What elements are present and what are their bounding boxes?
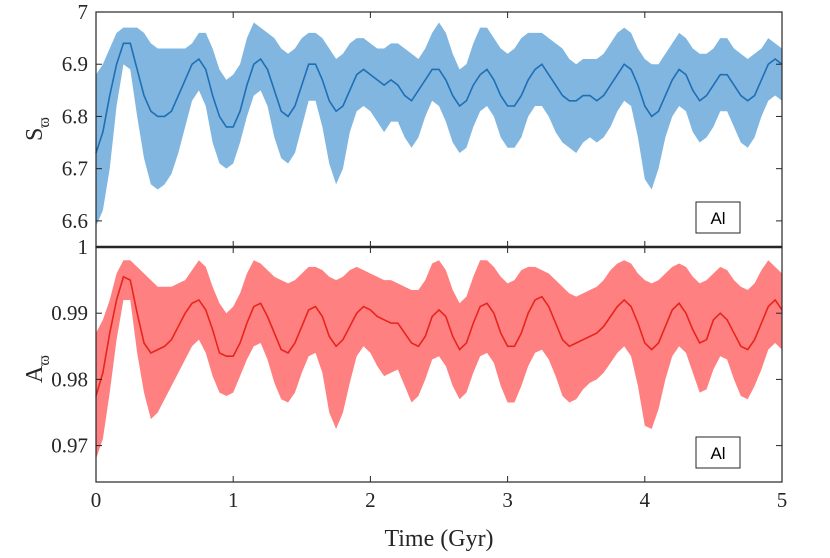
top-y-ticks: 6.6 6.7 6.8 6.9 7 [62,0,782,233]
top-y-axis-label: Sϖ [22,117,53,141]
top-mean-line [95,42,783,154]
bottom-y-ticks: 0.97 0.98 0.99 1 [51,235,782,458]
top-y-tick-label: 6.8 [62,104,88,128]
top-ylabel-main: S [22,128,48,141]
bottom-panel: 0.97 0.98 0.99 1 0 1 2 3 4 5 Al Aϖ Time (Gyr) [22,235,787,552]
top-legend-box [695,201,741,234]
bottom-y-tick-label: 0.98 [51,367,88,391]
top-ylabel-subscript: ϖ [36,117,53,128]
top-y-tick-label: 7 [78,0,89,24]
x-tick-label: 3 [502,488,513,512]
x-tick-label: 5 [777,488,788,512]
top-y-tick-label: 6.9 [62,52,88,76]
bottom-ylabel-main: A [22,365,48,383]
x-tick-label: 1 [228,488,239,512]
bottom-y-tick-label: 0.97 [51,434,88,458]
bottom-y-tick-label: 0.99 [51,301,88,325]
top-y-tick-label: 6.7 [62,157,88,181]
bottom-legend-label: Al [710,444,725,463]
bottom-uncertainty-band [96,260,782,459]
bottom-ylabel-subscript: ϖ [36,355,53,366]
top-legend: Al [695,201,741,234]
bottom-y-axis-label: Aϖ [22,355,53,383]
x-tick-label: 2 [365,488,376,512]
x-tick-label: 4 [640,488,651,512]
bottom-legend-box [695,436,741,469]
bottom-mean-line [95,275,783,397]
top-panel: 6.6 6.7 6.8 6.9 7 Al Sϖ [22,0,783,248]
x-tick-label: 0 [91,488,102,512]
top-legend-label: Al [710,209,725,228]
top-uncertainty-band [96,22,782,227]
top-y-tick-label: 6.6 [62,209,88,233]
svg-text:Aϖ: Aϖ [22,355,53,383]
bottom-y-tick-label: 1 [78,235,89,259]
svg-text:Sϖ: Sϖ [22,117,53,141]
x-axis-label: Time (Gyr) [384,526,493,552]
bottom-legend: Al [695,436,741,469]
